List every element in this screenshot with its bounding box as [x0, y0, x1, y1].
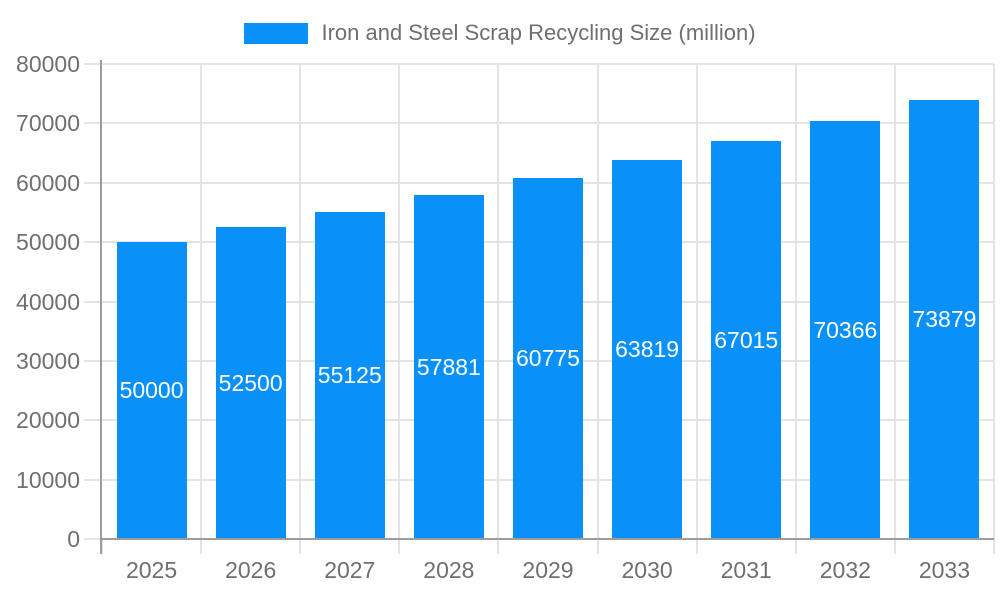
x-axis-tick-label: 2030: [621, 557, 673, 583]
legend-label: Iron and Steel Scrap Recycling Size (mil…: [321, 20, 756, 45]
x-axis-tick: [794, 539, 797, 554]
bar-value-label: 60775: [516, 345, 580, 372]
x-axis-tick: [993, 539, 995, 554]
bar: 60775: [513, 178, 583, 539]
gridline-vertical: [596, 64, 599, 539]
bar-value-label: 67015: [714, 326, 779, 353]
y-axis-tick: [84, 122, 102, 125]
x-axis-tick: [596, 539, 599, 554]
y-axis-tick-label: 0: [67, 526, 80, 552]
bar-value-label: 73879: [912, 306, 977, 333]
bar-value-label: 63819: [615, 336, 680, 363]
y-axis-tick: [84, 241, 102, 244]
x-axis-tick: [101, 539, 103, 554]
y-axis-tick: [84, 359, 102, 362]
bar: 55125: [314, 211, 385, 539]
x-axis-tick: [893, 539, 896, 554]
gridline-vertical: [893, 64, 896, 539]
bar: 52500: [215, 227, 286, 539]
x-axis-tick-label: 2025: [125, 557, 178, 583]
x-axis-tick: [299, 539, 302, 554]
y-axis-tick: [84, 538, 102, 540]
bar: 57881: [413, 195, 484, 539]
x-axis-tick-label: 2031: [720, 557, 772, 583]
gridline-vertical: [794, 64, 797, 539]
x-axis-tick-label: 2033: [918, 557, 971, 583]
y-axis-tick-label: 60000: [16, 169, 80, 196]
x-axis-tick: [200, 539, 203, 554]
bar-value-label: 55125: [317, 361, 382, 388]
x-axis-tick-label: 2032: [819, 557, 871, 583]
legend: Iron and Steel Scrap Recycling Size (mil…: [0, 18, 1000, 48]
gridline-vertical: [993, 64, 995, 539]
gridline-vertical: [497, 64, 500, 539]
y-axis-tick: [84, 478, 102, 481]
x-axis-tick: [695, 539, 698, 554]
y-axis-tick-label: 70000: [16, 110, 80, 137]
bar-value-label: 57881: [416, 353, 481, 380]
gridline-horizontal: [102, 63, 994, 65]
y-axis-tick: [84, 419, 102, 422]
bar: 67015: [711, 141, 782, 539]
bar: 50000: [116, 242, 187, 539]
bar-value-label: 52500: [218, 369, 283, 396]
x-axis-tick-label: 2026: [225, 557, 277, 583]
y-axis-tick: [84, 300, 102, 303]
x-axis-tick-label: 2029: [522, 557, 574, 583]
bar: 70366: [810, 121, 881, 539]
bar-value-label: 50000: [119, 377, 184, 404]
bar: 73879: [909, 100, 980, 539]
gridline-vertical: [398, 64, 401, 539]
y-axis-tick-label: 80000: [16, 51, 80, 77]
x-axis-tick: [398, 539, 401, 554]
gridline-vertical: [695, 64, 698, 539]
legend-swatch: [244, 22, 309, 44]
y-axis-tick-label: 50000: [16, 229, 80, 256]
gridline-vertical: [299, 64, 302, 539]
y-axis-tick: [84, 63, 102, 65]
y-axis-tick-label: 30000: [16, 347, 80, 374]
bar: 63819: [612, 160, 683, 539]
y-axis-tick-label: 10000: [16, 466, 80, 493]
gridline-horizontal: [102, 122, 994, 125]
y-axis-tick: [84, 181, 102, 184]
x-axis-tick-label: 2028: [423, 557, 475, 583]
bar-value-label: 70366: [813, 316, 878, 343]
x-axis-tick-label: 2027: [324, 557, 376, 583]
y-axis-tick-label: 20000: [16, 407, 80, 434]
y-axis-tick-label: 40000: [16, 288, 80, 315]
x-axis-tick: [497, 539, 500, 554]
x-axis-line: [100, 538, 994, 540]
gridline-vertical: [200, 64, 203, 539]
y-axis-line: [100, 60, 102, 554]
